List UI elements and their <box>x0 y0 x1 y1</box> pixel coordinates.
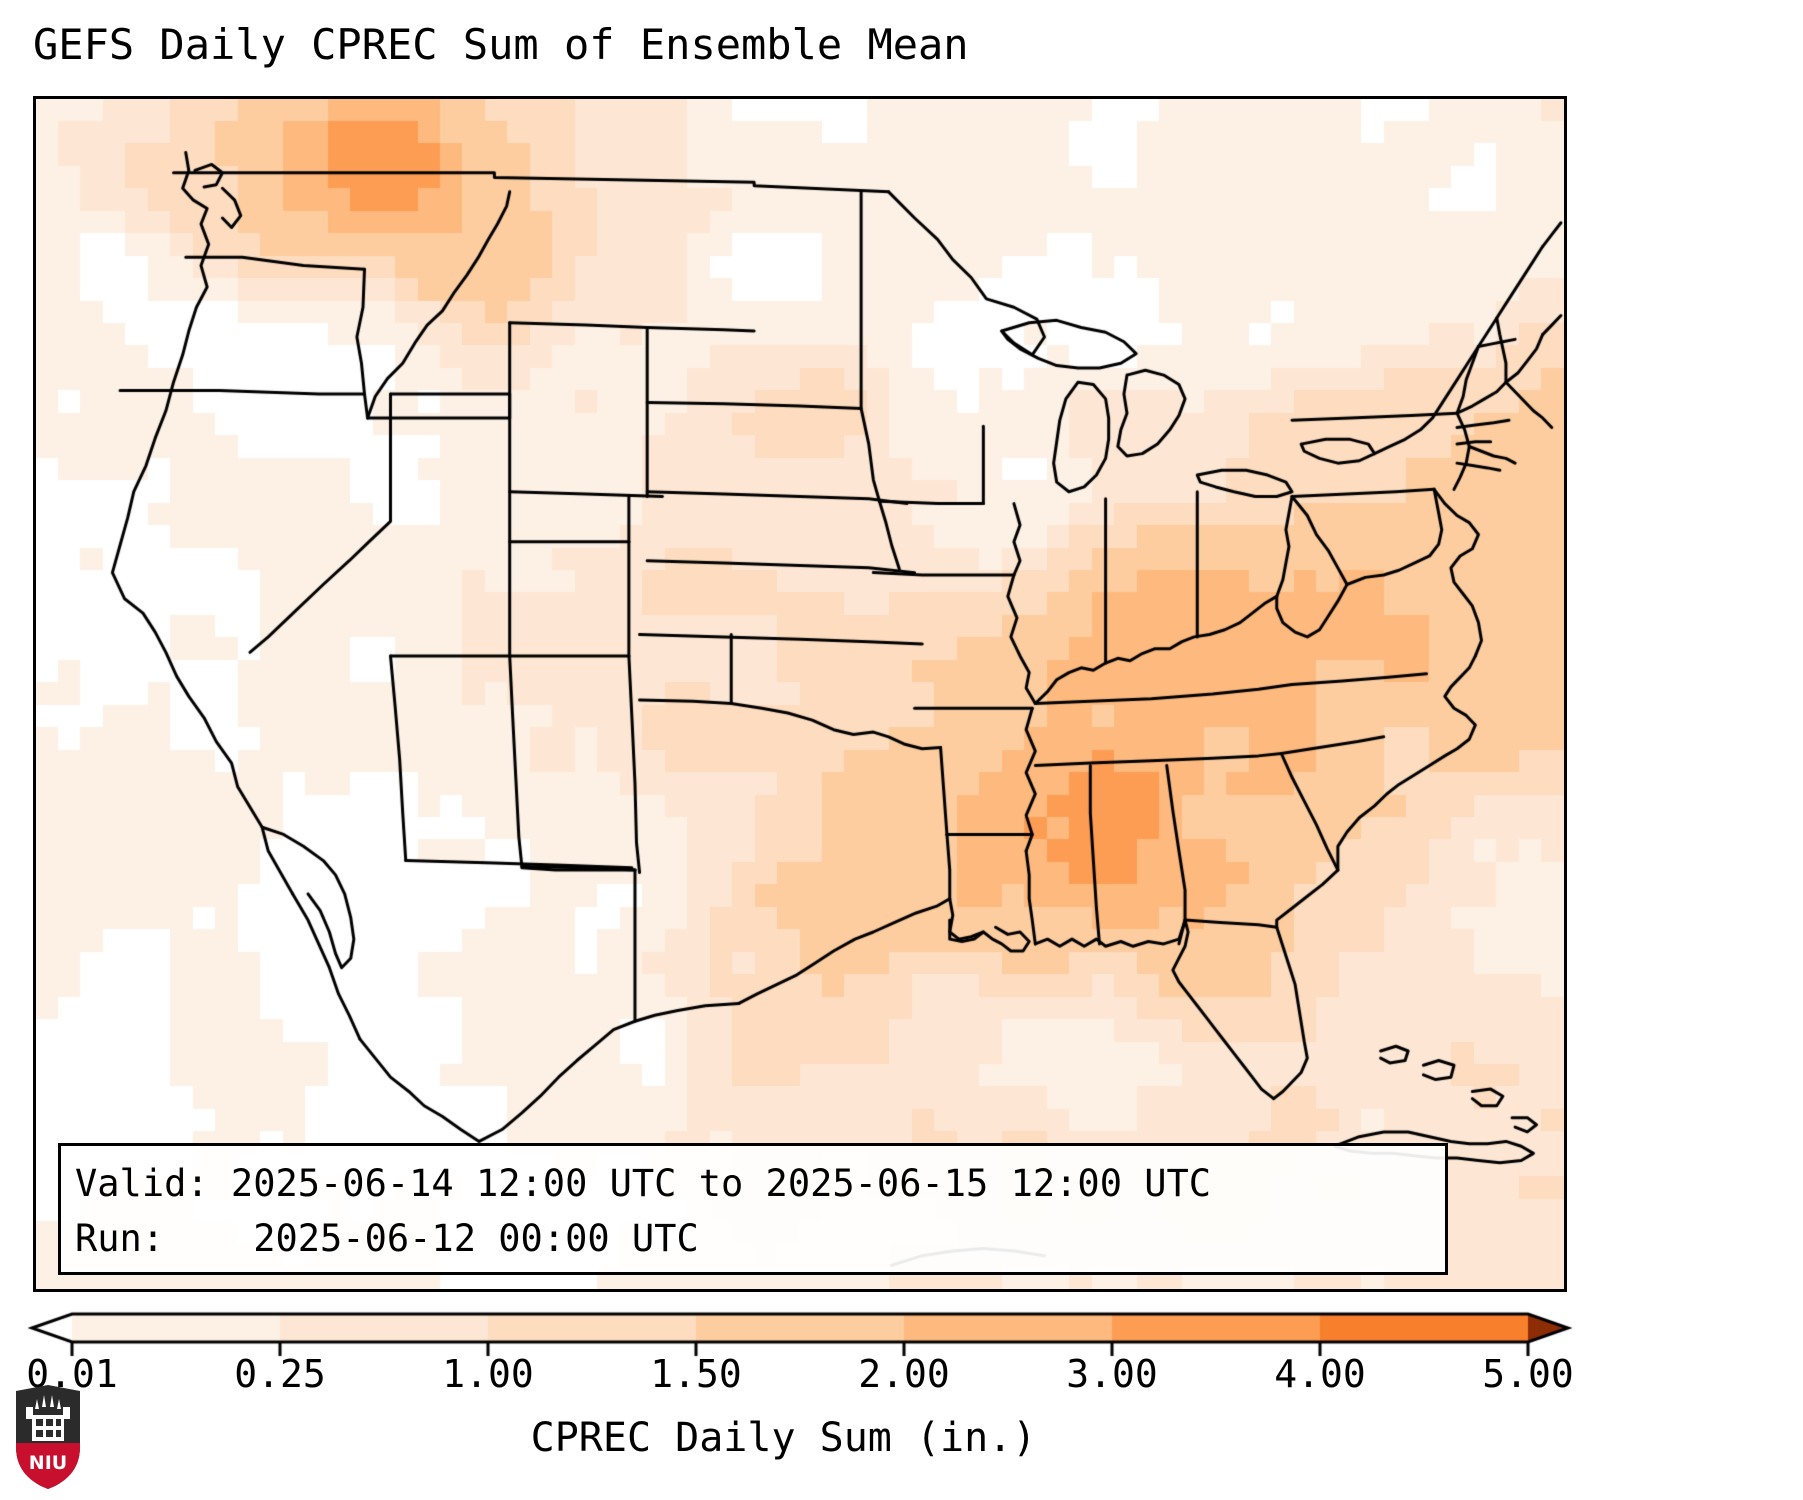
colorbar-tick-0-25: 0.25 <box>234 1352 326 1396</box>
niu-logo-icon: NIU <box>16 1385 80 1489</box>
page-title: GEFS Daily CPREC Sum of Ensemble Mean <box>33 20 969 69</box>
precipitation-heatmap <box>36 99 1564 1289</box>
forecast-info-box: Valid: 2025-06-14 12:00 UTC to 2025-06-1… <box>58 1143 1448 1275</box>
colorbar-tick-2-00: 2.00 <box>858 1352 950 1396</box>
colorbar-tick-3-00: 3.00 <box>1066 1352 1158 1396</box>
colorbar-tick-1-50: 1.50 <box>650 1352 742 1396</box>
svg-text:NIU: NIU <box>29 1452 67 1474</box>
model-run-text: Run: 2025-06-12 00:00 UTC <box>75 1217 699 1260</box>
colorbar-tick-1-00: 1.00 <box>442 1352 534 1396</box>
colorbar-gradient <box>0 1298 1803 1358</box>
colorbar-tick-labels: 0.01 0.25 1.00 1.50 2.00 3.00 4.00 5.00 <box>0 1352 1803 1412</box>
colorbar-tick-5-00: 5.00 <box>1482 1352 1574 1396</box>
colorbar-tick-4-00: 4.00 <box>1274 1352 1366 1396</box>
colorbar-axis-label: CPREC Daily Sum (in.) <box>530 1415 1037 1461</box>
colorbar <box>0 1298 1803 1358</box>
valid-period-text: Valid: 2025-06-14 12:00 UTC to 2025-06-1… <box>75 1162 1212 1205</box>
map-panel <box>33 96 1567 1292</box>
